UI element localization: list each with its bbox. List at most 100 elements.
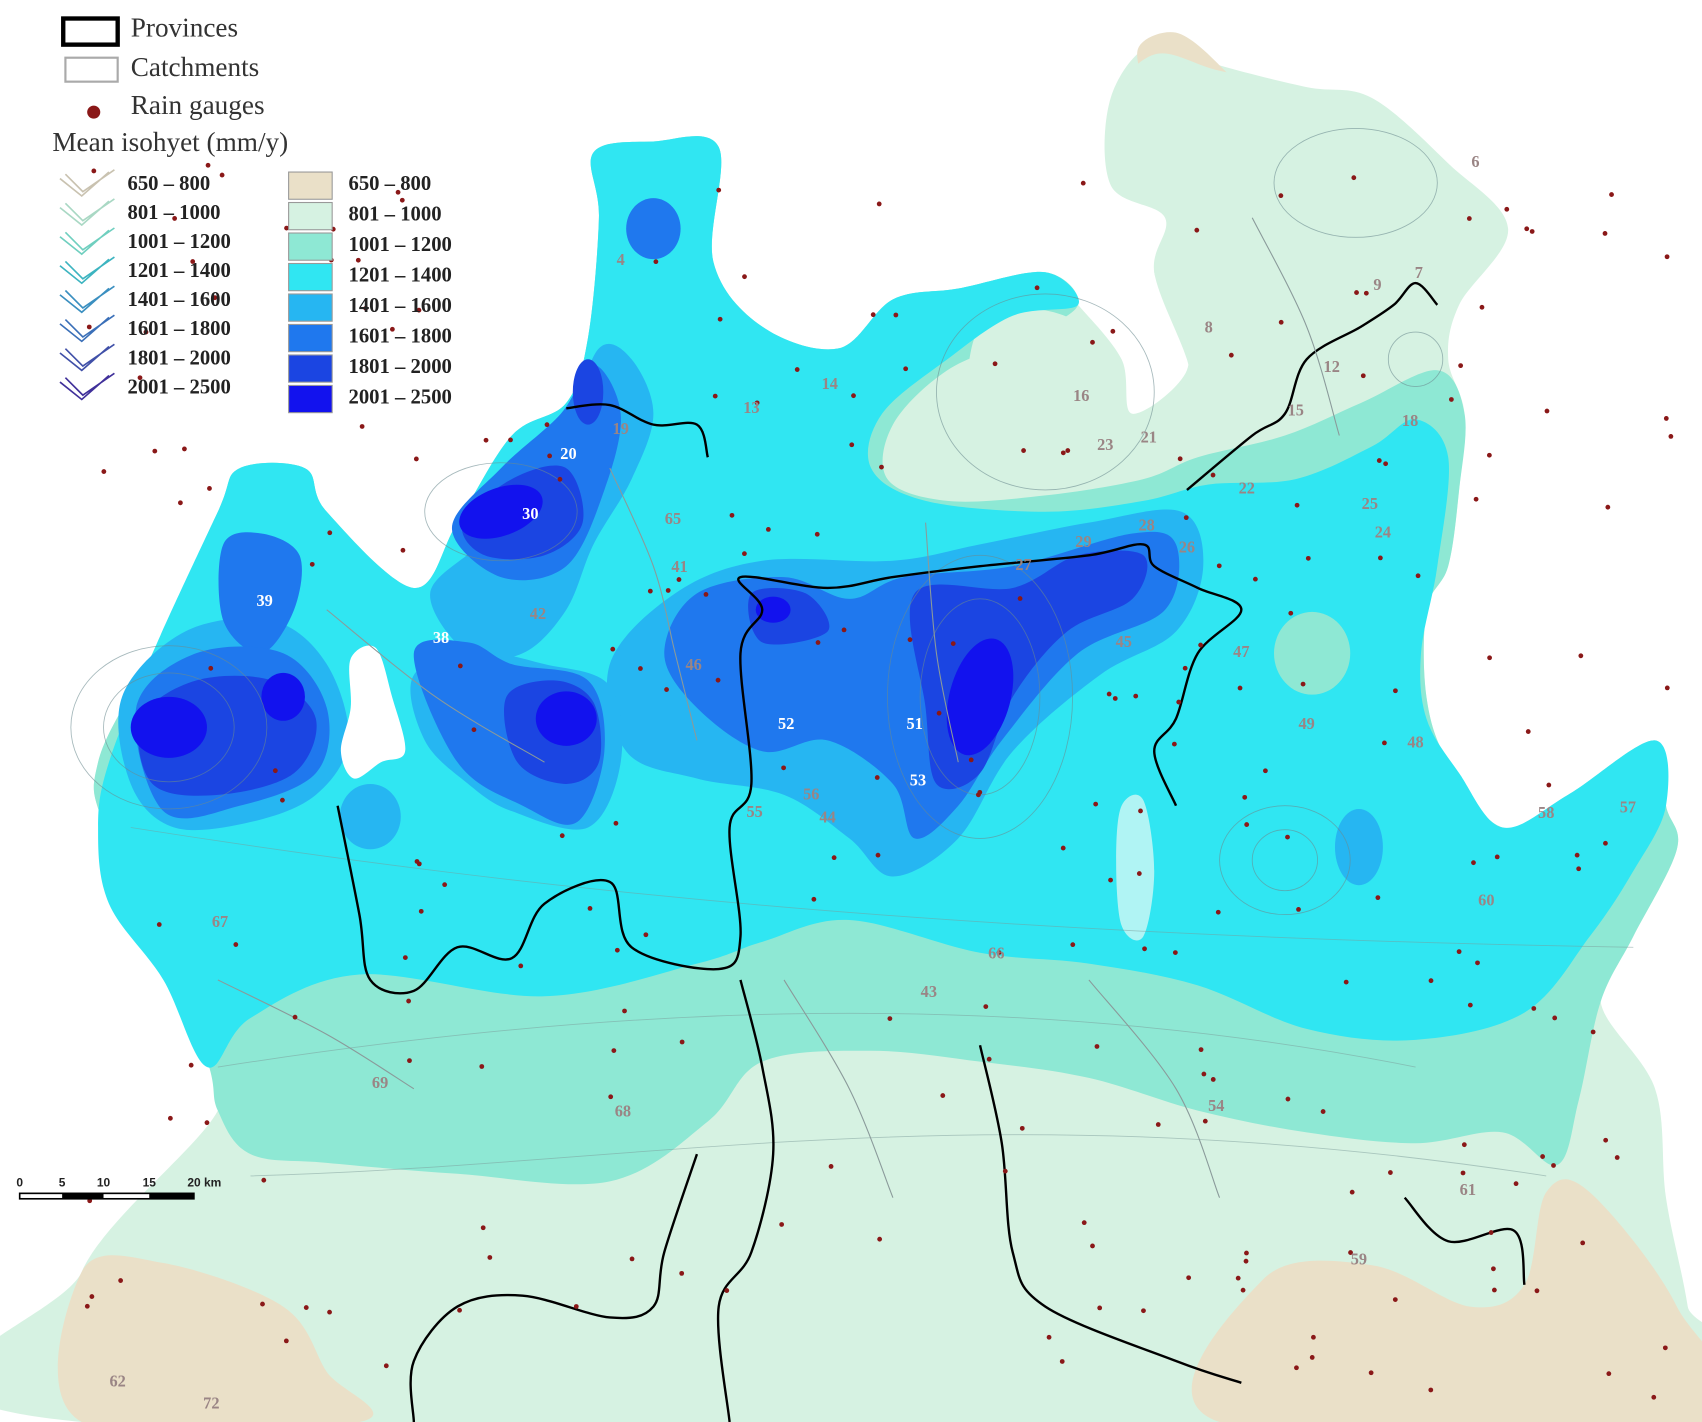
catchment-label: 57 [1620,798,1636,817]
rain-gauge [1201,1071,1207,1077]
rain-gauge [1354,290,1359,295]
catchment-label: 23 [1097,435,1113,454]
rain-gauge [402,955,408,961]
catchment-label: 53 [910,771,926,790]
catchment-boundary [783,979,894,1198]
contour-line [130,827,1634,948]
rain-gauge [303,1305,309,1310]
isohyet-area [967,308,1125,475]
catchment-label: 8 [1205,318,1213,337]
rain-gauge [1294,502,1300,508]
rain-gauge [1466,216,1472,221]
rain-gauge [779,1222,785,1227]
catchment-label: 62 [110,1372,126,1391]
rain-gauge [1216,563,1222,569]
rain-gauge [1651,1394,1657,1400]
rain-gauge [1348,1250,1353,1255]
rain-gauge [1106,691,1112,697]
isohyet-fill-label: 1601 – 1800 [349,325,452,347]
contour-line [70,645,268,810]
rain-gauge [811,896,817,902]
isohyet-fill-label: 801 – 1000 [349,203,442,225]
scale-segment [62,1193,104,1199]
rain-gauge [1017,596,1023,601]
catchment-label: 9 [1373,275,1381,294]
rain-gauge [1252,576,1258,582]
contour-line [250,1134,1547,1177]
rain-gauge [1377,555,1383,561]
rain-gauge [1491,1266,1496,1272]
rain-gauge [1529,229,1535,234]
rain-gauge [399,197,405,203]
rain-gauge [101,469,107,474]
rain-gauge [1614,1155,1620,1160]
rain-gauge [283,1338,289,1344]
isohyet-fill-label: 1401 – 1600 [349,295,452,317]
isohyet-area [218,532,302,654]
rain-gauge [715,677,721,683]
rain-gauge [204,1120,210,1126]
rain-gauge [1388,1170,1393,1175]
rain-gauge [1392,1297,1398,1303]
rain-gauge [703,591,709,597]
catchment-label: 19 [613,419,629,438]
rain-gauge [395,189,401,195]
rain-gauge [1171,741,1177,747]
rain-gauge [1428,1387,1434,1393]
contour-line [1273,128,1438,238]
catchment-label: 66 [988,944,1004,963]
rain-gauge [1606,1371,1612,1377]
rain-gauge [413,456,419,462]
rain-gauge [610,646,616,652]
rain-gauge [1070,942,1076,948]
isohyet-line-label: 1601 – 1800 [127,318,230,340]
rain-gauge [1305,555,1311,561]
contour-line [103,672,235,783]
rain-gauge [983,1004,989,1010]
catchment-label: 51 [907,714,923,733]
rain-gauge [1244,822,1250,827]
catchment-label: 61 [1460,1180,1476,1199]
scale-label: 15 [143,1176,157,1190]
rain-gauge [1285,834,1290,840]
rain-gauge [613,820,619,826]
isohyet-area [755,596,791,623]
rain-gauge [716,187,722,193]
scale-label: 0 [16,1176,23,1190]
rain-gauge [1603,840,1608,846]
rain-gauge [1343,979,1349,985]
rain-gauge [1574,852,1580,858]
rain-gauge [479,1064,485,1069]
rain-gauge [903,366,909,372]
rain-gauge [1479,304,1485,310]
rain-gauge [940,1093,946,1098]
isohyet-contours [70,128,1634,1177]
isohyet-line-label: 1401 – 1600 [127,289,230,311]
rain-gauge [638,666,643,671]
rain-gauge [1278,193,1284,199]
rain-gauge [471,727,477,733]
isohyet-area [572,359,604,425]
province-boundary [978,1045,1242,1384]
isohyet-line-swatch [59,227,115,256]
rain-gauge [1060,845,1066,851]
catchment-boundary [326,609,545,763]
rain-gauge [1578,653,1584,659]
rain-gauge [1473,496,1479,502]
legend-rain-gauges: Rain gauges [131,90,265,120]
isohyet-fill-swatch [288,293,333,322]
rain-gauge [1094,1044,1100,1049]
catchment-boundary [609,467,698,741]
rain-gauge [219,172,225,178]
isohyet-line-label: 1201 – 1400 [127,260,230,282]
contour-line [887,554,1074,839]
isohyet-line-swatch [59,198,115,227]
rain-gauge [1002,1168,1008,1174]
rain-gauge [717,316,723,322]
isohyet-area [1274,611,1351,695]
rain-gauge [1363,290,1369,296]
rain-gauges [84,162,1674,1400]
rain-gauge [1471,860,1476,866]
rain-gauge [272,768,278,774]
rain-gauge [1609,192,1614,197]
